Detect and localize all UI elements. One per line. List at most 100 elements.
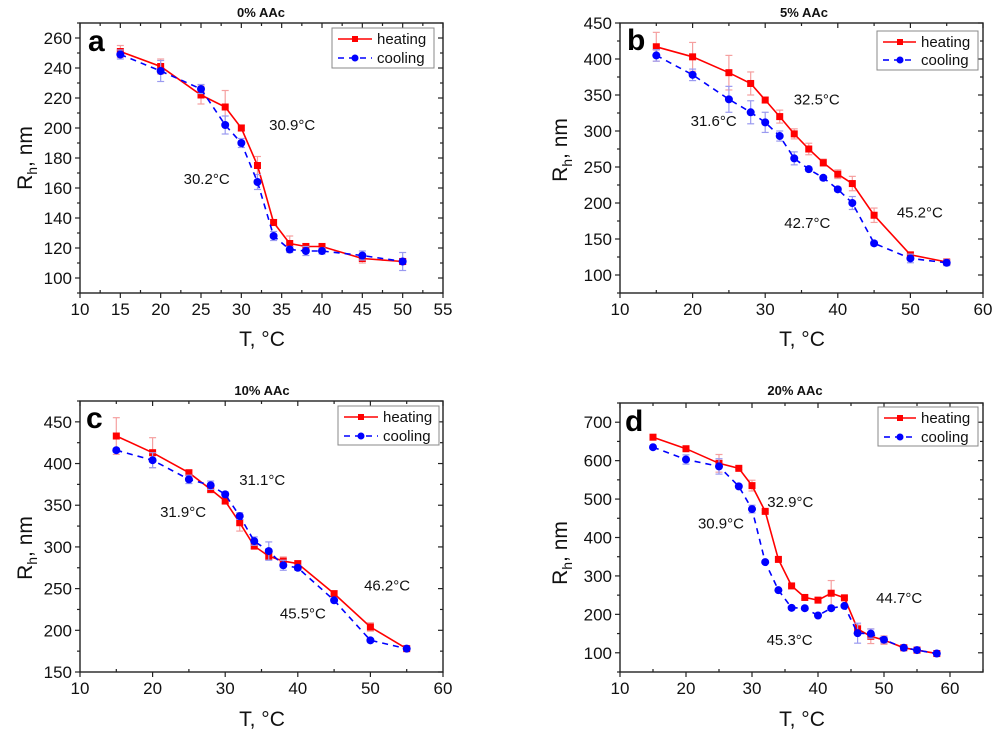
x-tick-label: 30 bbox=[756, 300, 775, 319]
heating-point bbox=[840, 594, 848, 602]
panel-letter: a bbox=[88, 25, 105, 58]
cooling-point bbox=[221, 121, 230, 129]
y-tick-label: 140 bbox=[44, 209, 72, 228]
legend-heating-marker bbox=[352, 36, 358, 42]
transition-temperature-annotation: 32.9°C bbox=[767, 494, 813, 511]
heating-point bbox=[221, 103, 229, 111]
series-heating bbox=[116, 44, 407, 266]
axes: 10 20 30 40 50 60 100 150 200 250 300 350 400 450 bbox=[584, 14, 993, 319]
cooling-point bbox=[775, 132, 784, 141]
transition-temperature-annotation: 45.3°C bbox=[767, 632, 813, 649]
transition-temperature-annotation: 30.9°C bbox=[698, 515, 744, 532]
heating-point bbox=[801, 593, 809, 601]
heating-point bbox=[250, 542, 258, 550]
x-tick-label: 40 bbox=[313, 300, 332, 319]
x-tick-label: 20 bbox=[683, 300, 702, 319]
panel-c: 10% AAc c T, °C Rh, nm 10 20 30 40 50 60 150 20… bbox=[14, 383, 452, 731]
cooling-point bbox=[221, 490, 230, 499]
cooling-line bbox=[652, 446, 937, 655]
x-tick-label: 60 bbox=[974, 300, 993, 319]
cooling-point bbox=[366, 636, 375, 645]
x-tick-label: 50 bbox=[393, 300, 412, 319]
y-tick-label: 100 bbox=[584, 644, 612, 663]
y-axis-title-main: R bbox=[14, 565, 37, 580]
y-tick-label: 700 bbox=[584, 413, 612, 432]
y-tick-label: 240 bbox=[44, 59, 72, 78]
x-tick-label: 30 bbox=[743, 679, 762, 698]
cooling-point bbox=[301, 247, 310, 255]
x-axis-title: T, °C bbox=[779, 328, 825, 351]
heating-point bbox=[827, 589, 835, 597]
legend-cooling-marker bbox=[357, 432, 365, 440]
panel-title: 20% AAc bbox=[767, 383, 822, 398]
cooling-point bbox=[724, 95, 733, 104]
y-tick-label: 200 bbox=[584, 194, 612, 213]
panel-b: 5% AAc b T, °C Rh, nm 10 20 30 40 50 60 100 150… bbox=[549, 5, 992, 351]
series-cooling bbox=[116, 49, 407, 272]
legend: heating cooling bbox=[877, 406, 979, 447]
legend: heating cooling bbox=[337, 405, 440, 446]
cooling-point bbox=[942, 258, 951, 267]
cooling-point bbox=[293, 563, 302, 572]
y-axis-title-sub: h bbox=[559, 562, 575, 570]
panel-a: 0% AAc a T, °C Rh, nm 10 15 20 25 30 35 40 45 50… bbox=[14, 5, 452, 351]
x-tick-label: 20 bbox=[143, 679, 162, 698]
cooling-point bbox=[682, 455, 690, 464]
x-tick-label: 30 bbox=[232, 300, 251, 319]
cooling-point bbox=[112, 446, 121, 455]
heating-point bbox=[286, 240, 294, 247]
heating-point bbox=[366, 623, 374, 631]
y-axis-title-sub: h bbox=[559, 159, 575, 167]
axes: 10 15 20 25 30 35 40 45 50 55 100 120 140 160 180 200 22… bbox=[44, 22, 452, 319]
cooling-point bbox=[148, 456, 157, 465]
heating-line bbox=[120, 50, 403, 263]
cooling-point bbox=[833, 185, 842, 194]
legend-cooling-label: cooling bbox=[921, 52, 969, 69]
legend-cooling-marker bbox=[351, 54, 359, 62]
cooling-point bbox=[330, 596, 339, 605]
y-tick-label: 400 bbox=[584, 529, 612, 548]
cooling-point bbox=[880, 635, 888, 644]
x-tick-label: 25 bbox=[192, 300, 211, 319]
heating-line bbox=[115, 435, 408, 650]
cooling-point bbox=[688, 70, 697, 79]
y-tick-label: 250 bbox=[44, 580, 72, 599]
legend-heating-label: heating bbox=[377, 31, 426, 48]
x-tick-label: 35 bbox=[272, 300, 291, 319]
y-tick-label: 450 bbox=[44, 413, 72, 432]
legend-cooling-label: cooling bbox=[383, 428, 431, 445]
axes: 10 20 30 40 50 60 100 200 300 400 500 600 700 bbox=[584, 402, 984, 698]
cooling-point bbox=[787, 603, 796, 612]
y-tick-label: 400 bbox=[584, 50, 612, 69]
heating-point bbox=[197, 91, 205, 99]
y-tick-label: 260 bbox=[44, 29, 72, 48]
y-tick-label: 100 bbox=[44, 269, 72, 288]
y-axis-title-rest: , nm bbox=[549, 118, 572, 159]
x-tick-label: 60 bbox=[941, 679, 960, 698]
y-axis-title-main: R bbox=[549, 167, 572, 182]
heating-point bbox=[112, 432, 120, 440]
legend-cooling-label: cooling bbox=[921, 429, 969, 446]
heating-point bbox=[761, 96, 769, 104]
heating-point bbox=[848, 180, 856, 188]
heating-point bbox=[774, 555, 782, 563]
x-axis-title: T, °C bbox=[779, 708, 825, 731]
x-tick-label: 30 bbox=[216, 679, 235, 698]
cooling-point bbox=[734, 482, 743, 491]
cooling-point bbox=[649, 443, 657, 452]
heating-point bbox=[652, 43, 660, 51]
cooling-point bbox=[206, 481, 215, 490]
legend-heating-marker bbox=[358, 414, 364, 420]
heating-point bbox=[819, 159, 827, 167]
panel-title: 10% AAc bbox=[234, 383, 289, 398]
y-tick-label: 300 bbox=[584, 122, 612, 141]
cooling-line bbox=[655, 54, 947, 264]
cooling-point bbox=[866, 629, 875, 638]
legend-heating-label: heating bbox=[921, 34, 970, 51]
x-tick-label: 15 bbox=[111, 300, 130, 319]
x-axis-title: T, °C bbox=[239, 328, 285, 351]
heating-point bbox=[649, 433, 657, 441]
cooling-point bbox=[285, 245, 294, 254]
y-axis-title-rest: , nm bbox=[14, 516, 37, 557]
cooling-point bbox=[116, 50, 125, 59]
